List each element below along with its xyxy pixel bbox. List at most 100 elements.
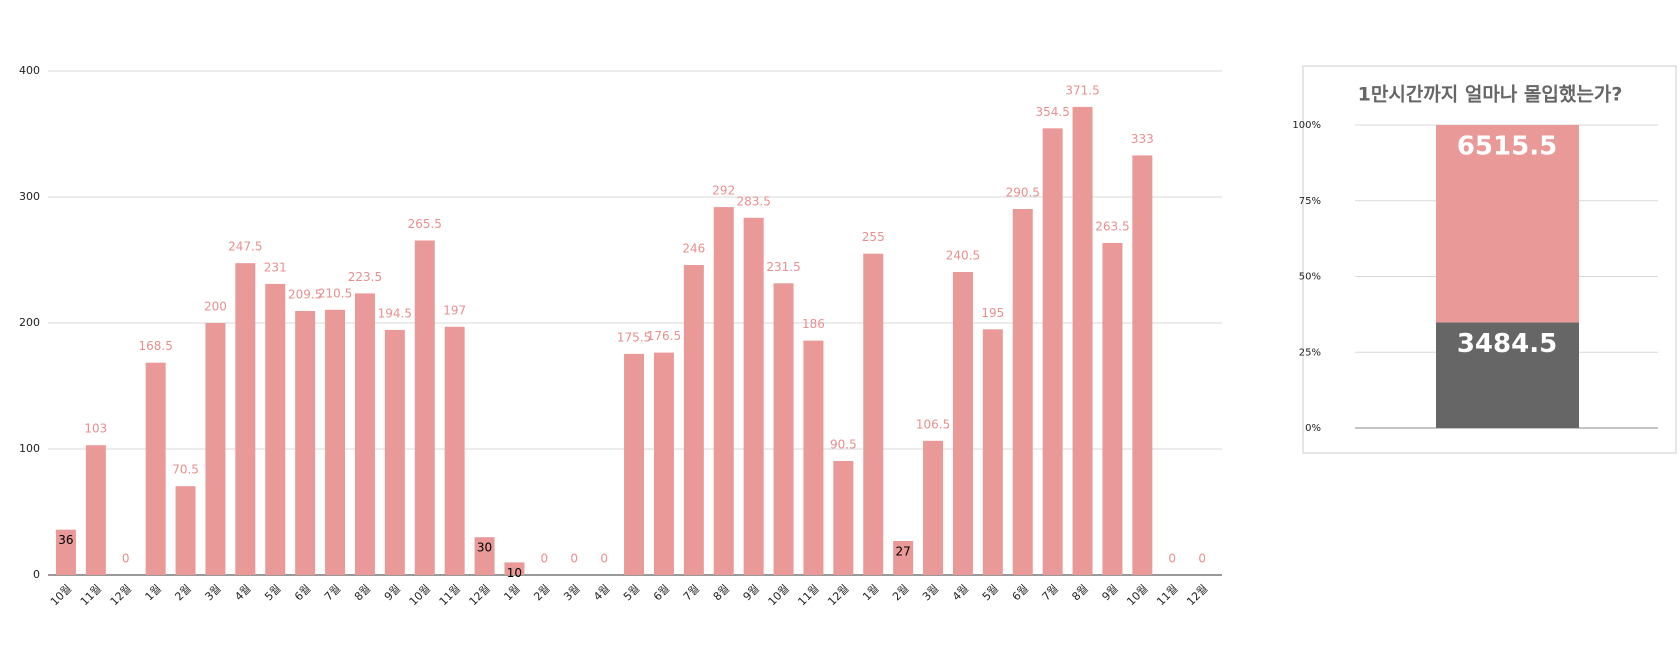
bar [624,353,645,575]
x-tick-label: 12월 [467,582,493,608]
value-label: 103 [84,422,107,436]
bar [653,352,674,575]
value-label: 186 [802,317,825,331]
bar [85,445,106,575]
x-tick-label: 1월 [501,582,522,603]
x-tick-label: 1월 [143,582,164,603]
bar [893,540,914,575]
x-tick-label: 6월 [292,582,313,603]
value-label: 0 [600,552,608,566]
value-label: 27 [896,544,911,558]
segment-label: 6515.5 [1457,132,1557,162]
x-tick-label: 9월 [741,582,762,603]
x-tick-label: 3월 [202,582,223,603]
x-tick-label: 6월 [1010,582,1031,603]
x-tick-label: 10월 [407,582,433,608]
x-tick-label: 11월 [1154,582,1180,608]
x-tick-label: 2월 [531,582,552,603]
bar [683,265,704,575]
value-label: 0 [1198,552,1206,566]
value-label: 290.5 [1006,185,1040,199]
y-tick-label: 25% [1299,347,1321,358]
y-tick-label: 100 [19,442,40,455]
bar [952,271,973,575]
value-label: 223.5 [348,270,382,284]
value-label: 36 [58,533,73,547]
value-label: 210.5 [318,286,352,300]
x-tick-label: 6월 [651,582,672,603]
bar [205,323,226,575]
value-label: 265.5 [408,217,442,231]
x-tick-label: 7월 [1040,582,1061,603]
bar [384,329,405,575]
value-label: 263.5 [1095,219,1129,233]
value-label: 0 [570,552,578,566]
value-label: 195 [981,306,1004,320]
bar [1042,128,1063,575]
x-tick-label: 11월 [437,582,463,608]
value-label: 176.5 [647,329,681,343]
value-label: 168.5 [138,339,172,353]
value-label: 209.5 [288,288,322,302]
bar [1012,208,1033,575]
x-tick-label: 12월 [108,582,134,608]
value-label: 283.5 [736,194,770,208]
bar [863,253,884,575]
x-tick-label: 8월 [352,582,373,603]
value-label: 247.5 [228,240,262,254]
x-tick-label: 7월 [322,582,343,603]
value-label: 175.5 [617,330,651,344]
x-tick-label: 5월 [262,582,283,603]
bar [235,263,256,575]
bar [175,486,196,575]
value-label: 200 [204,300,227,314]
x-tick-label: 7월 [681,582,702,603]
x-tick-label: 8월 [711,582,732,603]
x-tick-label: 9월 [382,582,403,603]
value-label: 197 [443,303,466,317]
value-label: 0 [122,552,130,566]
bar [325,309,346,575]
value-label: 255 [862,230,885,244]
bar [1072,106,1093,575]
segment-label: 3484.5 [1457,329,1557,359]
y-tick-label: 0% [1305,423,1321,434]
x-tick-label: 5월 [980,582,1001,603]
y-tick-label: 200 [19,316,40,329]
x-tick-label: 10월 [48,582,74,608]
bar [414,240,435,575]
x-tick-label: 12월 [825,582,851,608]
x-tick-label: 5월 [621,582,642,603]
value-label: 354.5 [1035,105,1069,119]
value-label: 0 [1168,552,1176,566]
y-tick-label: 100% [1292,120,1321,131]
x-tick-label: 2월 [890,582,911,603]
bar [504,562,525,575]
x-tick-label: 3월 [920,582,941,603]
x-tick-label: 12월 [1184,582,1210,608]
y-tick-label: 300 [19,190,40,203]
bar [1132,155,1153,576]
bar [354,293,375,575]
bar [833,460,854,575]
value-label: 292 [712,184,735,198]
x-tick-label: 4월 [950,582,971,603]
y-tick-label: 0 [33,568,40,581]
bar [713,207,734,575]
bar [773,283,794,575]
bar [982,329,1003,575]
chart-title: 1만시간까지 얼마나 몰입했는가? [1358,84,1623,106]
bar [1102,242,1123,576]
x-tick-label: 10월 [766,582,792,608]
value-label: 194.5 [378,306,412,320]
bar [803,340,824,575]
value-label: 231 [264,260,287,274]
bar [923,440,944,575]
x-tick-label: 4월 [591,582,612,603]
x-tick-label: 4월 [232,582,253,603]
y-tick-label: 75% [1299,196,1321,207]
x-tick-label: 1월 [860,582,881,603]
x-tick-label: 11월 [795,582,821,608]
bar [265,283,286,575]
